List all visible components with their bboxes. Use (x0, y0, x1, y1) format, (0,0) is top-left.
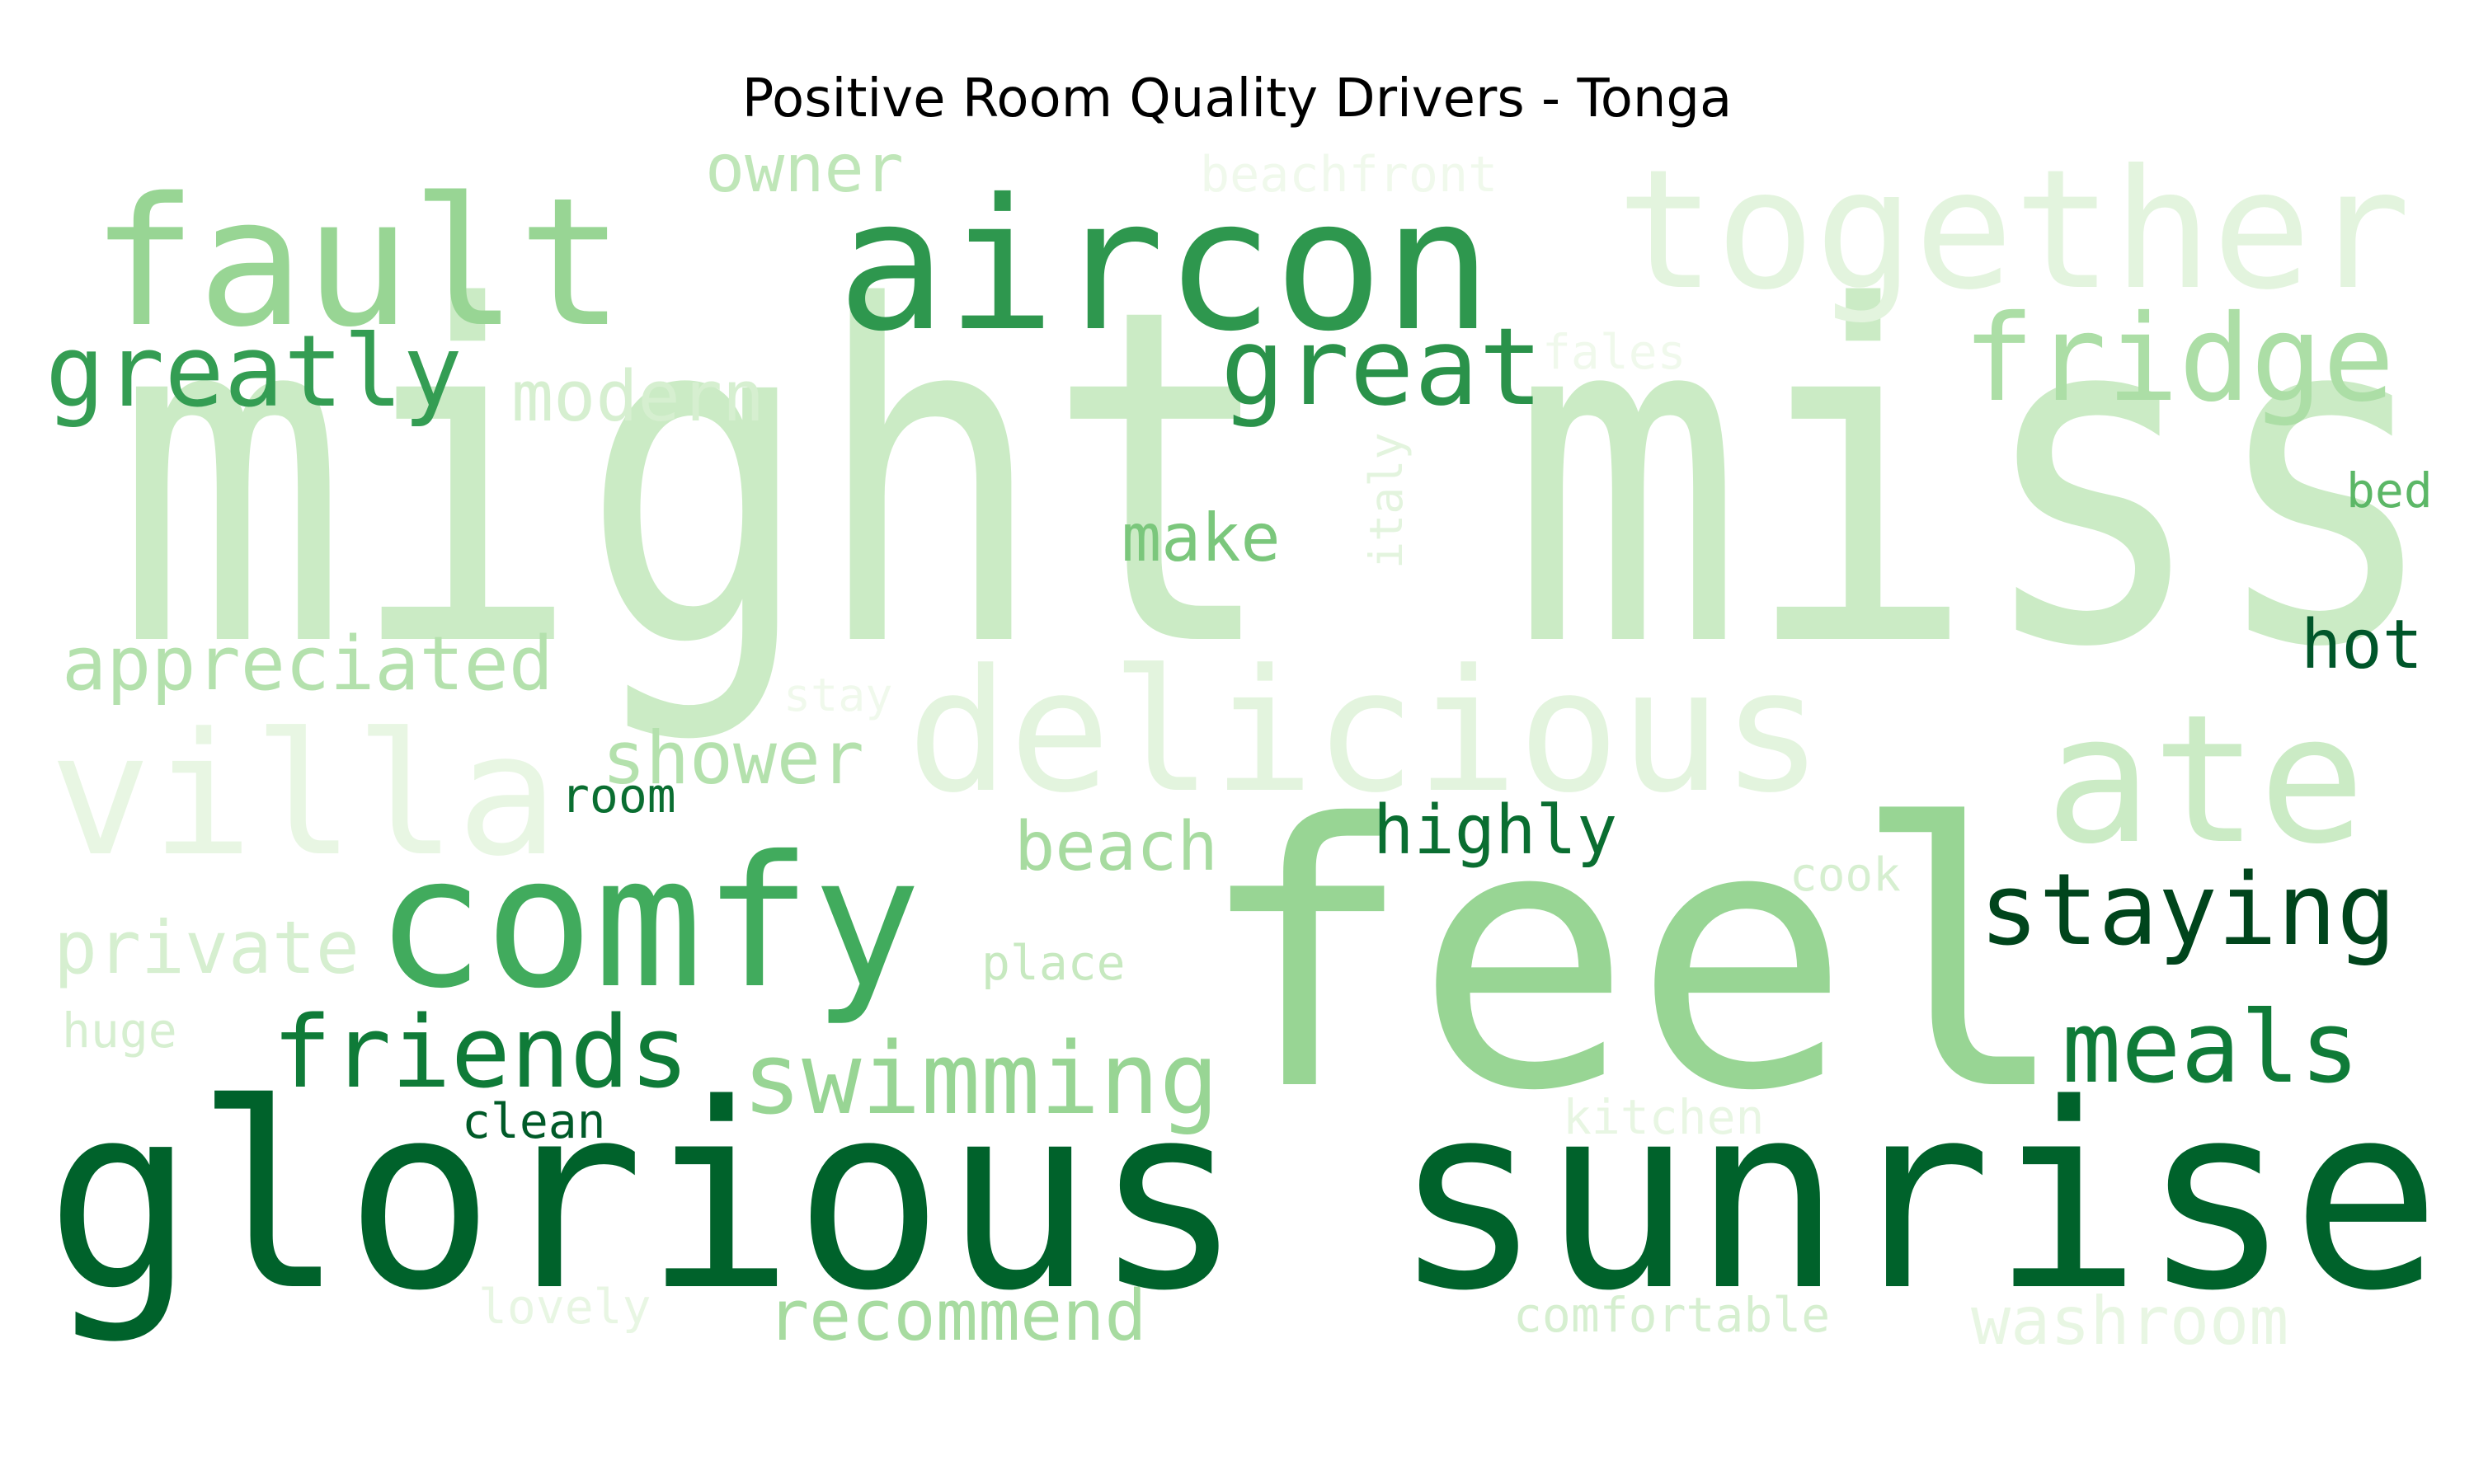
word-italy: italy (1360, 432, 1413, 569)
word-lovely: lovely (478, 1279, 651, 1335)
word-great: great (1221, 304, 1543, 430)
word-stay: stay (783, 669, 892, 721)
word-shower: shower (602, 716, 864, 801)
word-appreciated: appreciated (62, 621, 553, 707)
word-recommend: recommend (767, 1275, 1147, 1357)
word-comfy: comfy (375, 817, 921, 1028)
word-make: make (1122, 500, 1281, 576)
word-villa: villa (49, 697, 558, 894)
word-highly: highly (1373, 791, 1617, 870)
word-glorious-sunrise: glorious sunrise (45, 1050, 2441, 1347)
word-greatly: greatly (45, 315, 463, 430)
word-comfortable: comfortable (1513, 1287, 1830, 1343)
word-staying: staying (1979, 853, 2396, 968)
word-beachfront: beachfront (1200, 146, 1498, 204)
word-might-miss: might miss (115, 211, 2441, 749)
word-together: together (1616, 134, 2411, 326)
word-swimming: swimming (742, 1022, 1219, 1137)
word-private: private (54, 905, 360, 990)
word-room: room (561, 768, 676, 824)
word-modern: modern (511, 356, 764, 438)
word-hot: hot (2301, 606, 2423, 684)
word-fridge: fridge (1963, 289, 2395, 429)
word-delicious: delicious (907, 634, 1823, 830)
word-fault: fault (91, 159, 624, 366)
word-meals: meals (2062, 991, 2359, 1106)
word-beach: beach (1014, 808, 1218, 886)
word-ate: ate (2045, 676, 2365, 883)
word-friends: friends (272, 996, 689, 1111)
word-kitchen: kitchen (1563, 1089, 1764, 1145)
word-washroom: washroom (1971, 1283, 2288, 1360)
word-feel: feel (1196, 748, 2070, 1170)
word-huge: huge (62, 1003, 177, 1059)
word-cook: cook (1790, 848, 1901, 902)
chart-title: Positive Room Quality Drivers - Tonga (741, 68, 1733, 129)
word-bed: bed (2346, 463, 2433, 519)
word-clean: clean (462, 1093, 606, 1149)
word-aircon: aircon (837, 160, 1493, 371)
word-place: place (981, 935, 1126, 991)
word-owner: owner (705, 130, 904, 207)
word-fales: fales (1542, 324, 1686, 380)
